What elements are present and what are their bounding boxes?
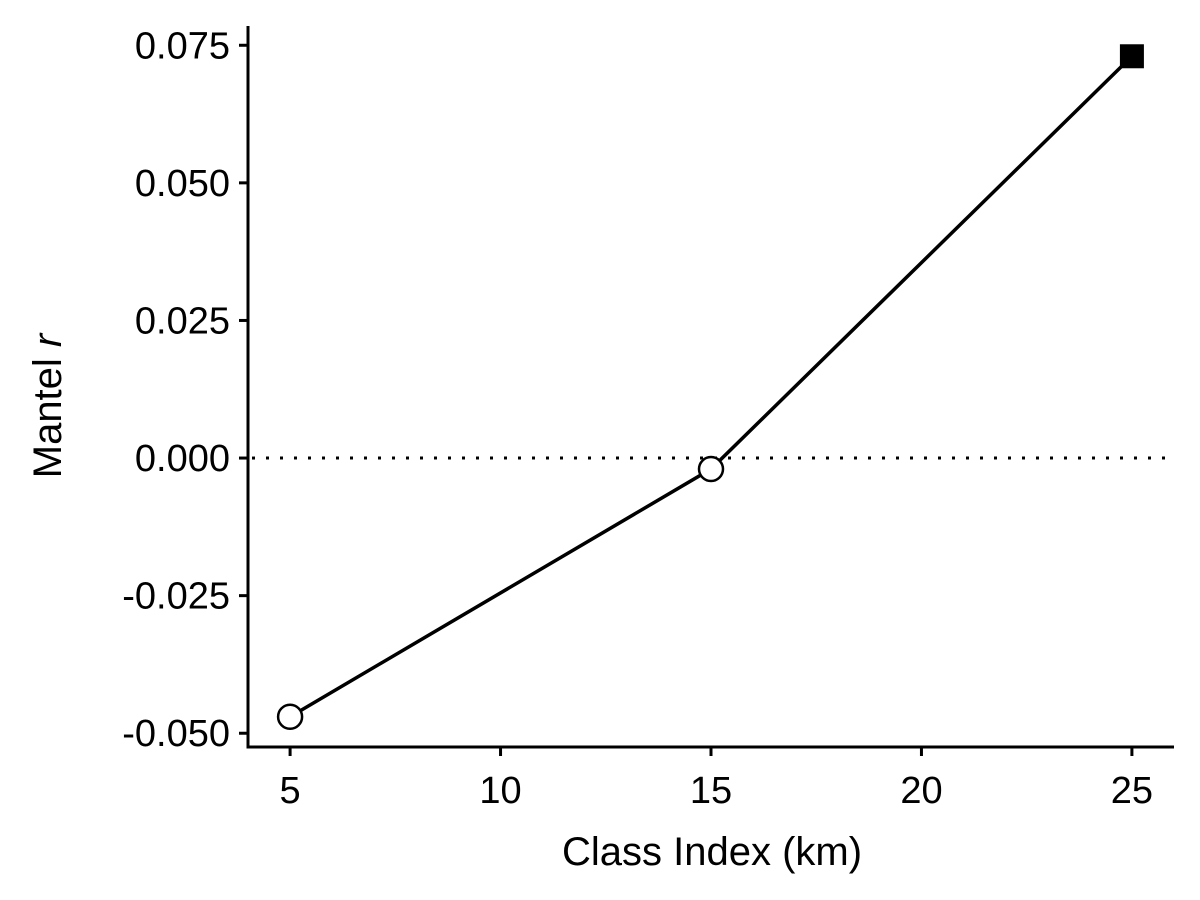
y-axis-title: Mantel r [26,332,70,478]
y-ticks: -0.050 -0.025 0.000 0.025 0.050 0.075 [122,25,248,755]
y-tick-label: 0.000 [135,438,230,480]
data-point-filled-square [1119,44,1144,69]
data-point-open-circle [697,455,725,483]
y-tick-label: 0.075 [135,25,230,67]
series-line [289,55,1134,719]
y-tick-label: 0.025 [135,300,230,342]
x-tick-label: 10 [479,770,521,812]
x-ticks: 5 10 15 20 25 [280,747,1153,812]
x-tick-label: 15 [690,770,732,812]
y-tick-label: 0.050 [135,163,230,205]
series-layer [276,44,1144,730]
x-tick-label: 25 [1111,770,1153,812]
x-tick-label: 5 [280,770,301,812]
data-point-open-circle [276,703,304,730]
x-axis-title: Class Index (km) [562,830,862,874]
axes-layer [246,26,1174,749]
x-tick-label: 20 [900,770,942,812]
y-tick-label: -0.050 [122,713,230,755]
y-axis-title-italic: r [26,332,70,347]
y-tick-label: -0.025 [122,576,230,618]
y-axis-title-prefix: Mantel [26,347,70,478]
